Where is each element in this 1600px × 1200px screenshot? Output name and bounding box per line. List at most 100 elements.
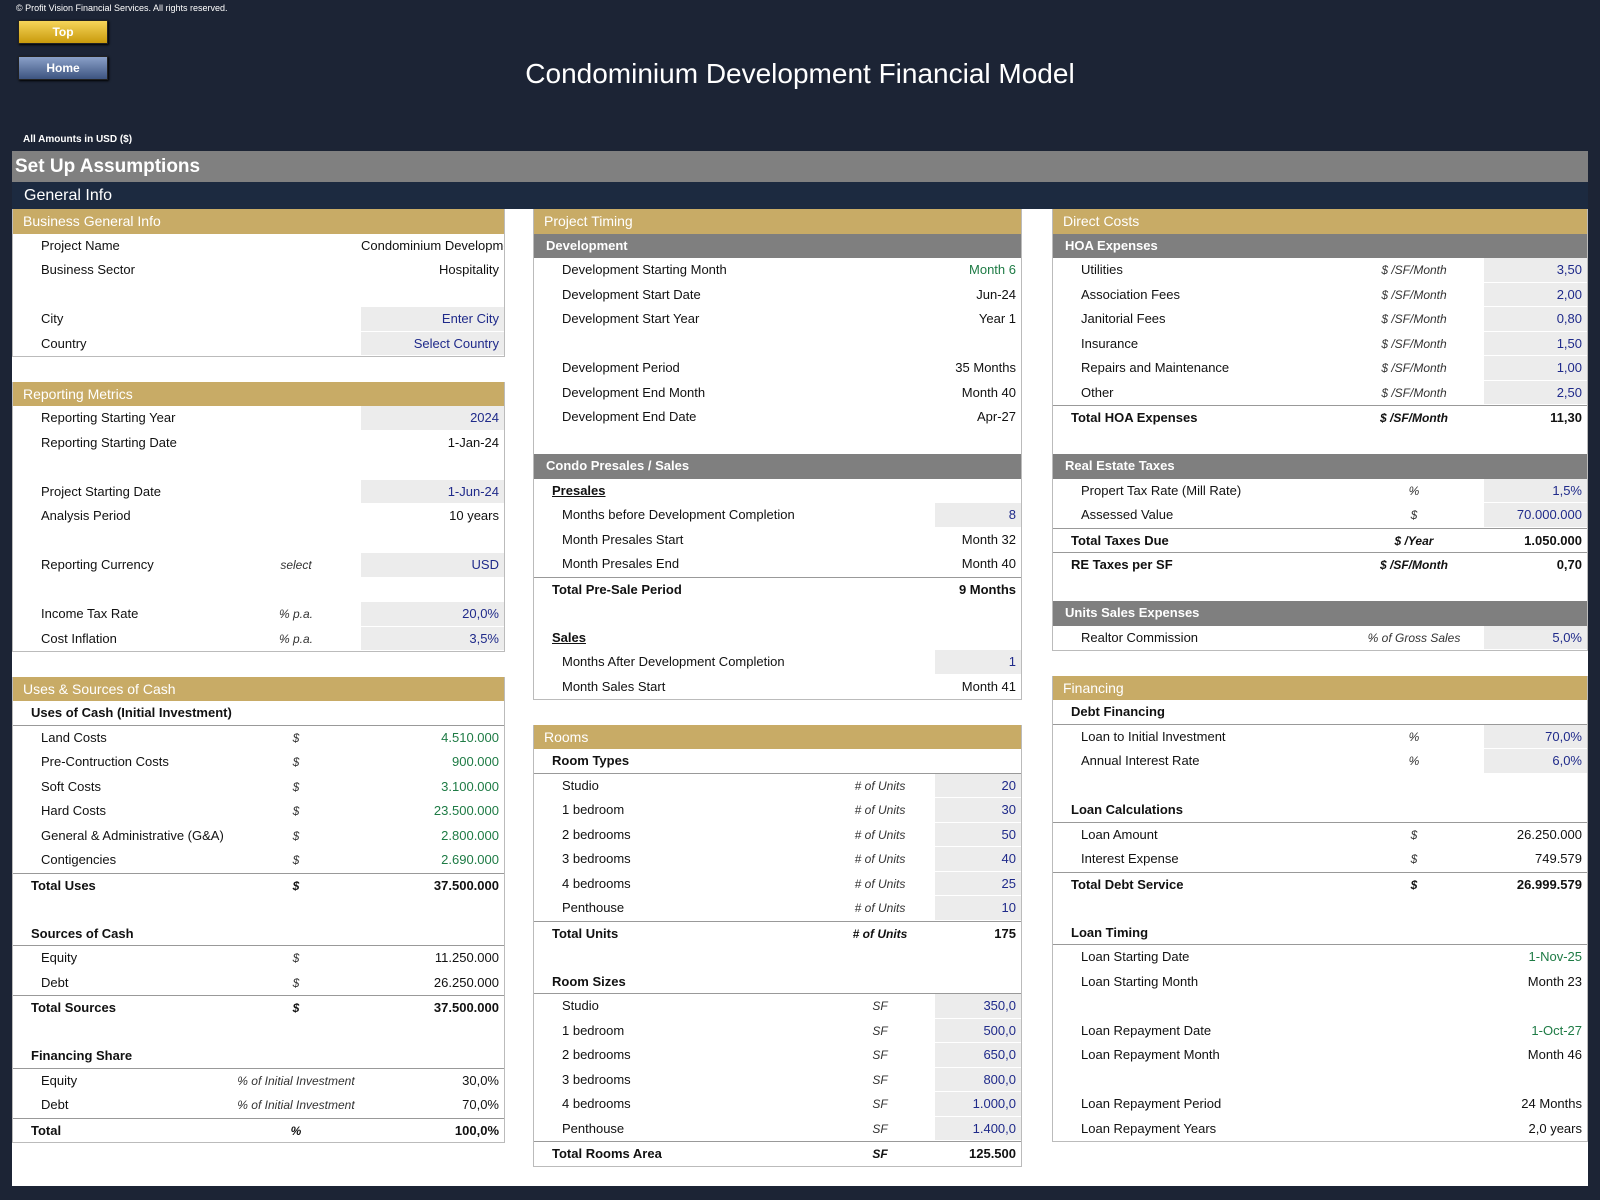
row: 3 bedrooms # of Units 40	[534, 847, 1021, 872]
spacer	[13, 578, 504, 603]
value: Month 23	[1527, 973, 1582, 989]
label: 2 bedrooms	[562, 826, 631, 842]
label: Development End Date	[562, 409, 697, 424]
value: 30	[935, 798, 1021, 823]
label: Total Pre-Sale Period	[552, 581, 682, 597]
row: Loan Repayment Years 2,0 years	[1053, 1117, 1587, 1142]
row: RE Taxes per SF $ /SF/Month 0,70	[1053, 552, 1587, 577]
unit-cell	[825, 307, 935, 332]
unit-cell	[1344, 1043, 1484, 1068]
unit: $	[1410, 508, 1418, 522]
value: 6,0%	[1484, 749, 1587, 774]
unit: # of Units	[854, 803, 906, 817]
value: 0,70	[1556, 557, 1582, 572]
label: Loan Amount	[1081, 826, 1158, 842]
value: 2,50	[1484, 380, 1587, 405]
row: Month Presales Start Month 32	[534, 528, 1021, 553]
row: Studio # of Units 20	[534, 773, 1021, 798]
unit: select	[280, 558, 312, 572]
sub-header: Development	[534, 233, 1021, 258]
row: Loan to Initial Investment% 70,0%	[1053, 724, 1587, 749]
label: Equity	[41, 1072, 78, 1088]
spacer	[1053, 896, 1587, 921]
spacer	[1053, 577, 1587, 602]
label: Interest Expense	[1081, 851, 1179, 866]
panel-header: Business General Info	[13, 209, 504, 234]
home-button[interactable]: Home	[18, 56, 108, 80]
value: Select Country	[361, 331, 504, 356]
value: 125.500	[969, 1146, 1016, 1161]
top-button[interactable]: Top	[18, 20, 108, 44]
label: Project Starting Date	[41, 483, 161, 499]
value: 2,00	[1484, 282, 1587, 307]
value: USD	[361, 553, 504, 578]
label: Equity	[41, 950, 78, 965]
label: Months before Development Completion	[562, 507, 795, 522]
label: Total Taxes Due	[1071, 532, 1169, 548]
label: Debt	[41, 974, 69, 990]
value: Month 41	[961, 678, 1016, 694]
label: Insurance	[1081, 335, 1139, 351]
label: Total HOA Expenses	[1071, 410, 1198, 425]
value: 0,80	[1484, 307, 1587, 332]
unit-cell	[231, 307, 361, 332]
heading-text: Loan Calculations	[1071, 802, 1183, 817]
row: 3 bedrooms SF 800,0	[534, 1067, 1021, 1092]
label: Months After Development Completion	[562, 654, 785, 669]
unit: $ /SF/Month	[1381, 361, 1447, 375]
row: Soft Costs $3.100.000	[13, 775, 504, 800]
heading-text: Loan Timing	[1071, 924, 1149, 940]
unit: $	[292, 828, 300, 843]
label: Assessed Value	[1081, 507, 1174, 522]
row: 4 bedrooms SF 1.000,0	[534, 1092, 1021, 1117]
block-heading: Loan Calculations	[1053, 798, 1587, 823]
label: Contigencies	[41, 852, 117, 867]
label: 3 bedrooms	[562, 1071, 631, 1087]
label: 4 bedrooms	[562, 1096, 631, 1111]
unit: $	[292, 951, 300, 965]
label: Country	[41, 335, 87, 351]
unit: # of Units	[854, 876, 906, 891]
value: Year 1	[978, 311, 1016, 326]
value: 10	[935, 896, 1021, 921]
row: Total Rooms Area SF 125.500	[534, 1141, 1021, 1166]
value: 30,0%	[462, 1072, 499, 1088]
sub-header: Condo Presales / Sales	[534, 454, 1021, 479]
heading-text: Sources of Cash	[31, 925, 134, 941]
spacer	[1053, 994, 1587, 1019]
unit-cell	[825, 258, 935, 283]
sub-header: Real Estate Taxes	[1053, 454, 1587, 479]
value: 1.050.000	[1524, 532, 1582, 548]
label: Total Uses	[31, 877, 96, 893]
panel-header: Uses & Sources of Cash	[13, 676, 504, 701]
value: 500,0	[935, 1018, 1021, 1043]
panel: Direct Costs HOA Expenses Utilities $ /SF/M…	[1052, 209, 1588, 651]
panel: Rooms Room Types Studio # of Units 20 1 bedro…	[533, 724, 1022, 1167]
value: 1,5%	[1484, 478, 1587, 503]
row: Analysis Period 10 years	[13, 504, 504, 529]
sub-header: Units Sales Expenses	[1053, 601, 1587, 626]
label: 1 bedroom	[562, 802, 625, 817]
unit-cell	[1344, 1117, 1484, 1142]
row: Total Units # of Units 175	[534, 920, 1021, 946]
row: Annual Interest Rate% 6,0%	[1053, 749, 1587, 774]
value: 23.500.000	[433, 803, 499, 818]
spacer	[13, 897, 504, 922]
value: 3,50	[1484, 258, 1587, 283]
heading-text: Room Sizes	[552, 973, 626, 989]
spacer	[534, 332, 1021, 357]
value: 26.999.579	[1516, 876, 1582, 892]
unit-cell	[231, 504, 361, 529]
label: Analysis Period	[41, 508, 131, 523]
value: 800,0	[935, 1067, 1021, 1092]
amounts-note: All Amounts in USD ($)	[23, 134, 133, 145]
value: 1.400,0	[935, 1116, 1021, 1141]
label: Janitorial Fees	[1081, 311, 1166, 326]
heading-text: Presales	[552, 482, 606, 498]
row: 2 bedrooms # of Units 50	[534, 822, 1021, 847]
unit: % of Gross Sales	[1367, 630, 1461, 645]
row: Loan Starting Month Month 23	[1053, 970, 1587, 995]
label: Utilities	[1081, 262, 1123, 277]
spacer	[534, 430, 1021, 455]
value: 25	[935, 871, 1021, 896]
